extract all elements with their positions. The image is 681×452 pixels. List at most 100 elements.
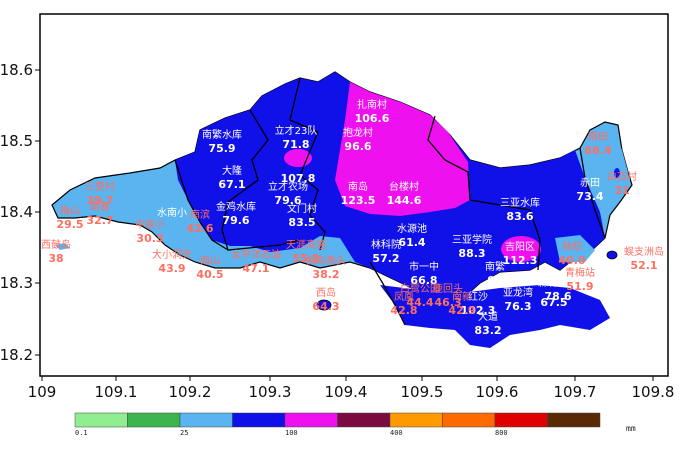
x-tick-label: 109.3 xyxy=(249,383,292,401)
station-value: 40.5 xyxy=(196,268,223,281)
station-value: 83.2 xyxy=(474,324,501,337)
station-name: 西岛角头 xyxy=(306,254,346,267)
station-value: 52.1 xyxy=(630,259,657,272)
legend-unit: mm xyxy=(626,424,636,433)
station-name: 凤凰 xyxy=(394,291,414,303)
legend-swatch xyxy=(494,412,548,428)
station-name: 南滨 xyxy=(190,208,210,221)
legend-label: 0.1 xyxy=(75,429,88,437)
station-name: 森林公园 xyxy=(538,276,578,289)
station-value: 64.3 xyxy=(312,300,339,313)
station-value: 51.9 xyxy=(566,280,593,293)
station-name: 三亚水库 xyxy=(500,196,540,209)
station-value: 30.3 xyxy=(136,232,163,245)
station-value: 78.6 xyxy=(544,290,571,303)
station-name: 大隆 xyxy=(222,164,242,177)
station-value: 67.5 xyxy=(540,296,567,309)
legend-bar: 0.1 25 100 400 800 xyxy=(74,412,601,437)
legend-label: 800 xyxy=(495,429,508,437)
station-name: 南繁水库 xyxy=(202,128,242,141)
station-name: 立才农场 xyxy=(268,180,308,193)
legend-label: 25 xyxy=(180,429,188,437)
station-value: 31 xyxy=(614,184,629,197)
station-value: 38.2 xyxy=(312,268,339,281)
station-name: 林科院 xyxy=(371,238,401,251)
station-name: 中铁小 xyxy=(135,218,165,231)
station-value: 71.8 xyxy=(282,138,309,151)
legend-label: 400 xyxy=(390,429,403,437)
station-value: 76.3 xyxy=(504,300,531,313)
station-value: 66.8 xyxy=(410,274,437,287)
x-axis: 109 109.1 109.2 109.3 109.4 109.5 109.6 109.7 10… xyxy=(28,376,675,401)
station-value: 44.4 xyxy=(406,296,433,309)
station-value: 42.8 xyxy=(390,304,417,317)
station-value: 32.7 xyxy=(86,214,113,227)
station-name: 市一中 xyxy=(409,260,439,273)
south-peninsula xyxy=(380,285,610,348)
station-name: 大道 xyxy=(478,310,498,323)
district-boundaries xyxy=(174,77,606,326)
island xyxy=(614,168,620,178)
x-tick-label: 109.8 xyxy=(632,383,675,401)
y-tick-label: 18.3 xyxy=(0,274,33,292)
station-value: 112.3 xyxy=(503,254,538,267)
station-name: 水南小 xyxy=(157,206,187,219)
land-light-blue-patch xyxy=(555,235,595,262)
x-tick-label: 109.2 xyxy=(169,383,212,401)
station-value: 90 xyxy=(487,274,503,287)
station-value: 96.6 xyxy=(344,140,371,153)
station-value: 83.6 xyxy=(506,210,533,223)
station-name: 太平洋石油 xyxy=(231,248,281,261)
station-value: 55.3 xyxy=(292,252,319,265)
station-value: 83.5 xyxy=(288,216,315,229)
station-name: 扎南村 xyxy=(357,98,387,111)
station-value: 57.2 xyxy=(372,252,399,265)
legend-label: 100 xyxy=(285,429,298,437)
station-value: 40.0 xyxy=(558,254,585,267)
station-name: 水源池 xyxy=(397,222,427,235)
legend-swatch xyxy=(232,412,286,428)
legend-swatch xyxy=(179,412,233,428)
station-value: 46.3 xyxy=(434,296,461,309)
x-tick-label: 109.5 xyxy=(401,383,444,401)
station-name: 林旺 xyxy=(562,240,582,253)
station-value: 144.6 xyxy=(387,194,422,207)
station-name: 海棠湾 xyxy=(580,266,610,279)
x-tick-label: 109 xyxy=(28,383,57,401)
legend-swatch xyxy=(284,412,338,428)
station-value: 47.1 xyxy=(242,262,269,275)
station-name: 鹿回头 xyxy=(433,282,463,295)
legend-swatch xyxy=(442,412,496,428)
station-name: 台楼村 xyxy=(389,180,419,193)
station-value: 75.9 xyxy=(208,142,235,155)
station-name: 青梅站 xyxy=(565,266,595,279)
x-tick-label: 109.6 xyxy=(476,383,519,401)
station-name: 西鼓岛 xyxy=(41,238,71,251)
station-name: 白鹭公园 xyxy=(400,282,440,295)
station-name: 大小洞天 xyxy=(152,248,192,261)
station-value: 79.6 xyxy=(274,194,301,207)
station-name: 天涯高速 xyxy=(286,238,326,251)
station-value: 38 xyxy=(48,252,63,265)
station-value: 73.4 xyxy=(576,190,603,203)
station-name: 南繁 xyxy=(485,260,505,273)
station-value: 61.4 xyxy=(398,236,425,249)
land-light-blue-patch xyxy=(585,130,628,210)
y-tick-label: 18.2 xyxy=(0,346,33,364)
island xyxy=(606,250,618,260)
station-name: 南山 xyxy=(200,254,220,267)
station-name: 南岛 xyxy=(348,180,368,193)
station-value: 123.5 xyxy=(341,194,376,207)
station-name: 文门村 xyxy=(287,202,317,215)
legend-swatch xyxy=(547,412,601,428)
station-value: 106.6 xyxy=(355,112,390,125)
station-name: 蜈支洲岛 xyxy=(624,245,664,258)
y-tick-label: 18.6 xyxy=(0,61,33,79)
y-tick-label: 18.5 xyxy=(0,132,33,150)
station-value: 88.3 xyxy=(458,247,485,260)
x-tick-label: 109.4 xyxy=(325,383,368,401)
station-name: 三更村 xyxy=(85,180,115,193)
station-name: 赤田 xyxy=(580,177,600,189)
